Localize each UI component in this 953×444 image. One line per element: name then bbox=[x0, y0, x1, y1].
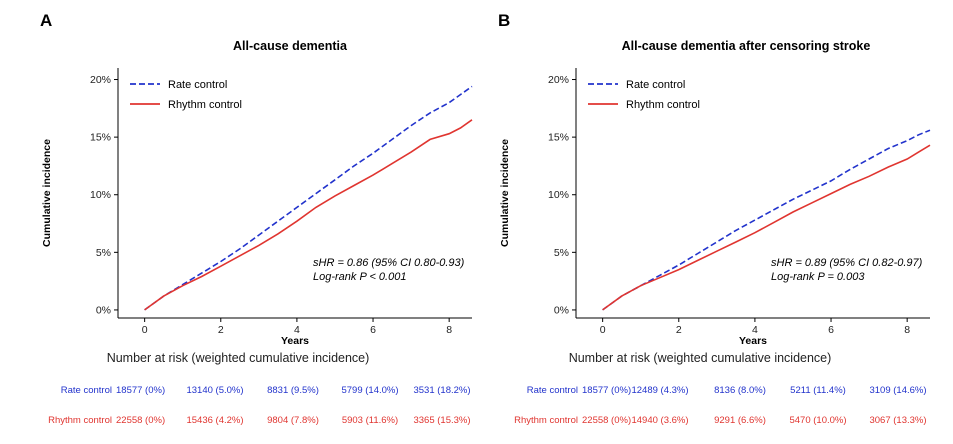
chart-title: All-cause dementia after censoring strok… bbox=[622, 39, 871, 53]
legend: Rate control Rhythm control bbox=[130, 79, 242, 111]
risk-row-label: Rate control bbox=[61, 385, 112, 396]
risk-cell: 5211 (11.4%) bbox=[790, 385, 846, 396]
risk-cell: 13140 (5.0%) bbox=[186, 385, 243, 396]
rate-control-line bbox=[602, 129, 931, 311]
stat-annotation: Log-rank P < 0.001 bbox=[313, 271, 406, 283]
y-tick-label: 5% bbox=[554, 247, 569, 259]
stat-annotation: sHR = 0.86 (95% CI 0.80-0.93) bbox=[313, 257, 465, 269]
y-axis-title: Cumulative incidence bbox=[499, 139, 511, 247]
chart-title: All-cause dementia bbox=[233, 39, 348, 53]
risk-cell: 3067 (13.3%) bbox=[869, 415, 926, 426]
legend-label: Rate control bbox=[168, 79, 227, 91]
y-tick-label: 20% bbox=[90, 74, 111, 86]
rate-control-line bbox=[144, 85, 473, 311]
risk-table-title: Number at risk (weighted cumulative inci… bbox=[569, 351, 832, 365]
legend-label: Rhythm control bbox=[626, 99, 700, 111]
risk-cell: 3531 (18.2%) bbox=[413, 385, 470, 396]
stat-annotation: Log-rank P = 0.003 bbox=[771, 271, 865, 283]
risk-table-title: Number at risk (weighted cumulative inci… bbox=[107, 351, 370, 365]
y-tick-label: 15% bbox=[90, 132, 111, 144]
panel-letter: B bbox=[498, 11, 510, 30]
x-axis-title: Years bbox=[281, 335, 309, 347]
y-tick-label: 10% bbox=[548, 189, 569, 201]
risk-cell: 5799 (14.0%) bbox=[341, 385, 398, 396]
x-tick-label: 2 bbox=[676, 324, 682, 336]
risk-row-label: Rate control bbox=[527, 385, 578, 396]
x-tick-label: 6 bbox=[828, 324, 834, 336]
y-tick-label: 0% bbox=[96, 304, 111, 316]
x-axis-title: Years bbox=[739, 335, 767, 347]
stat-annotation: sHR = 0.89 (95% CI 0.82-0.97) bbox=[771, 257, 923, 269]
y-tick-label: 0% bbox=[554, 304, 569, 316]
y-axis-title: Cumulative incidence bbox=[41, 139, 53, 247]
x-tick-label: 4 bbox=[752, 324, 758, 336]
x-tick-label: 2 bbox=[218, 324, 224, 336]
risk-cell: 22558 (0%) bbox=[582, 415, 631, 426]
risk-cell: 5470 (10.0%) bbox=[789, 415, 846, 426]
legend-label: Rate control bbox=[626, 79, 685, 91]
rhythm-control-line bbox=[144, 119, 473, 311]
risk-cell: 5903 (11.6%) bbox=[342, 415, 398, 426]
risk-row-label: Rhythm control bbox=[514, 415, 578, 426]
panel-b: B All-cause dementia after censoring stro… bbox=[498, 11, 931, 426]
risk-cell: 14940 (3.6%) bbox=[631, 415, 688, 426]
risk-cell: 18577 (0%) bbox=[582, 385, 631, 396]
risk-cell: 3109 (14.6%) bbox=[869, 385, 926, 396]
x-tick-label: 6 bbox=[370, 324, 376, 336]
risk-cell: 9291 (6.6%) bbox=[714, 415, 766, 426]
risk-cell: 8136 (8.0%) bbox=[714, 385, 766, 396]
x-tick-label: 0 bbox=[142, 324, 148, 336]
legend-label: Rhythm control bbox=[168, 99, 242, 111]
risk-cell: 3365 (15.3%) bbox=[413, 415, 470, 426]
risk-cell: 15436 (4.2%) bbox=[186, 415, 243, 426]
risk-cell: 12489 (4.3%) bbox=[631, 385, 688, 396]
legend: Rate control Rhythm control bbox=[588, 79, 700, 111]
y-tick-label: 20% bbox=[548, 74, 569, 86]
y-tick-label: 15% bbox=[548, 132, 569, 144]
y-tick-label: 10% bbox=[90, 189, 111, 201]
risk-cell: 18577 (0%) bbox=[116, 385, 165, 396]
panel-a: A All-cause dementia 0% 5% 10% 15% 20% 0 2 4 6 8 Yea… bbox=[40, 11, 473, 426]
y-tick-label: 5% bbox=[96, 247, 111, 259]
panel-letter: A bbox=[40, 11, 52, 30]
x-tick-label: 4 bbox=[294, 324, 300, 336]
risk-cell: 22558 (0%) bbox=[116, 415, 165, 426]
rhythm-control-line bbox=[602, 144, 931, 311]
x-tick-label: 8 bbox=[904, 324, 910, 336]
risk-cell: 8831 (9.5%) bbox=[267, 385, 319, 396]
risk-cell: 9804 (7.8%) bbox=[267, 415, 319, 426]
x-tick-label: 8 bbox=[446, 324, 452, 336]
risk-row-label: Rhythm control bbox=[48, 415, 112, 426]
x-tick-label: 0 bbox=[600, 324, 606, 336]
